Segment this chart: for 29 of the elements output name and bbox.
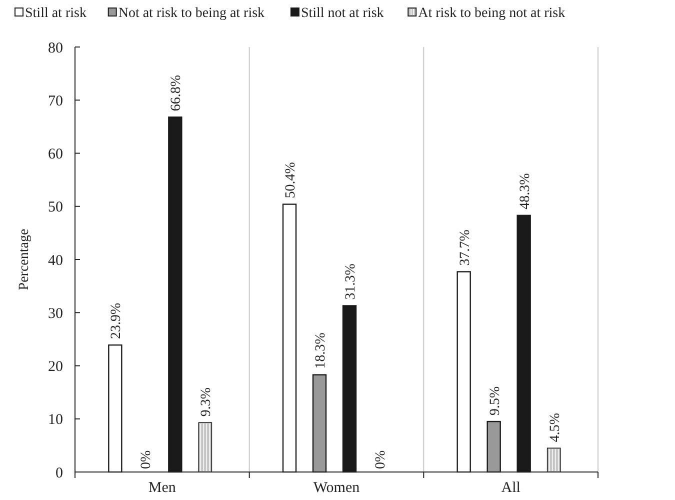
y-tick-label: 70: [48, 93, 63, 110]
y-tick-label: 10: [48, 412, 63, 428]
y-tick-label: 60: [48, 146, 63, 162]
x-tick-label: Women: [313, 480, 360, 496]
x-tick-label: Men: [148, 480, 176, 496]
y-tick-label: 80: [48, 40, 63, 56]
data-label: 0%: [139, 450, 154, 469]
legend-label: Not at risk to being at risk: [118, 6, 265, 21]
data-label: 9.5%: [488, 386, 503, 416]
data-label: 23.9%: [109, 302, 124, 340]
legend-label: Still not at risk: [300, 6, 384, 21]
data-label: 50.4%: [284, 162, 298, 198]
x-tick-label: All: [501, 480, 520, 496]
legend-label: Still at risk: [25, 6, 86, 21]
data-label: 37.7%: [458, 229, 473, 266]
y-tick-label: 50: [48, 200, 63, 216]
y-tick-label: 30: [48, 306, 63, 322]
data-label: 4.5%: [548, 412, 563, 442]
data-label: 48.3%: [518, 172, 533, 210]
y-tick-label: 0: [56, 465, 63, 482]
data-label: 66.8%: [169, 74, 184, 112]
data-label: 9.3%: [199, 387, 214, 417]
data-label: 31.3%: [344, 263, 358, 300]
y-axis-title: Percentage: [17, 228, 32, 290]
y-tick-label: 20: [48, 359, 63, 375]
legend-label: At risk to being not at risk: [418, 6, 566, 21]
data-label: 18.3%: [314, 332, 328, 369]
data-label: 0%: [374, 450, 388, 469]
y-tick-label: 40: [48, 252, 63, 269]
